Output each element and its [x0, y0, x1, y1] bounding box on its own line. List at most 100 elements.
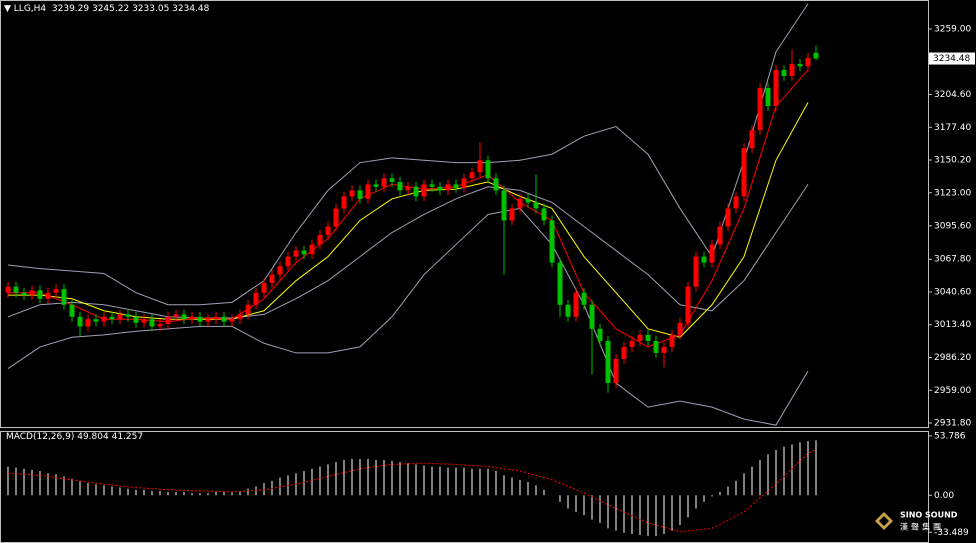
- candle-body: [237, 314, 243, 320]
- candle-body: [613, 358, 619, 384]
- candle-body: [293, 250, 299, 257]
- y-tick-label: 3013.40: [934, 320, 971, 330]
- macd-value: 49.804: [77, 432, 109, 442]
- header-open: 3239.29: [51, 4, 90, 14]
- signal-line: [7, 449, 817, 533]
- signal-value: 41.257: [111, 432, 144, 442]
- candle-body: [13, 286, 19, 293]
- candle-body: [29, 290, 35, 296]
- candle-body: [101, 316, 107, 322]
- y-tick-label: 3259.00: [934, 25, 971, 35]
- candle-body: [813, 52, 819, 59]
- candle-body: [85, 319, 91, 327]
- candle-body: [397, 181, 403, 191]
- candle-body: [61, 289, 67, 305]
- candle-body: [477, 160, 483, 173]
- candle-body: [501, 190, 507, 221]
- price-box: [929, 52, 975, 65]
- candle-body: [69, 304, 75, 317]
- candle-body: [349, 190, 355, 197]
- y-tick-label: 53.786: [934, 431, 966, 441]
- candle-body: [629, 340, 635, 347]
- header-high: 3245.22: [91, 4, 130, 14]
- candle-body: [173, 314, 179, 317]
- candle-body: [381, 178, 387, 187]
- candle-body: [261, 283, 267, 293]
- candle-body: [781, 69, 787, 76]
- candle-body: [229, 319, 235, 322]
- candle-body: [485, 160, 491, 179]
- macd-title: MACD(12,26,9): [6, 432, 75, 442]
- candle-body: [421, 184, 427, 197]
- candle-body: [445, 184, 451, 191]
- candle-body: [181, 314, 187, 320]
- logo-name: SINO SOUND: [900, 511, 958, 520]
- candle-body: [677, 322, 683, 335]
- header-low: 3233.05: [132, 4, 170, 14]
- candle-body: [45, 292, 51, 299]
- logo-subtitle: 漢聲集團: [900, 522, 944, 532]
- candle-body: [429, 184, 435, 187]
- candle-body: [125, 314, 131, 317]
- candle-body: [469, 172, 475, 179]
- candle-body: [669, 334, 675, 347]
- y-tick-label: 3204.60: [934, 90, 971, 100]
- candle-body: [589, 304, 595, 329]
- y-tick-label: 3123.00: [934, 188, 971, 198]
- candle-body: [733, 196, 739, 209]
- current-price: 3234.48: [933, 54, 970, 64]
- candle-body: [797, 63, 803, 67]
- candle-body: [557, 262, 563, 305]
- candle-body: [157, 324, 163, 327]
- candle-body: [573, 292, 579, 317]
- candle-body: [437, 186, 443, 191]
- candle-body: [509, 208, 515, 221]
- candle-body: [533, 202, 539, 209]
- candle-body: [197, 316, 203, 322]
- candle-body: [453, 184, 459, 188]
- candle-body: [525, 198, 531, 203]
- candle-body: [141, 319, 147, 323]
- candle-body: [405, 186, 411, 191]
- candle-body: [277, 266, 283, 275]
- logo-icon-inner: [879, 516, 889, 526]
- candle-body: [693, 256, 699, 287]
- candle-body: [221, 316, 227, 322]
- candle-body: [605, 340, 611, 384]
- candle-body: [685, 286, 691, 323]
- candle-body: [325, 226, 331, 235]
- candle-body: [149, 319, 155, 327]
- overlay-line: [7, 3, 809, 306]
- candle-body: [765, 88, 771, 107]
- candle-body: [189, 316, 195, 320]
- candle-body: [565, 304, 571, 317]
- overlay-line: [7, 207, 809, 426]
- y-tick-label: 2931.80: [934, 419, 971, 429]
- overlay-line: [7, 184, 809, 319]
- y-tick-label: 3040.60: [934, 287, 971, 297]
- logo: SINO SOUND 漢聲集團: [875, 511, 958, 532]
- y-tick-label: 3095.60: [934, 221, 971, 231]
- candle-body: [645, 334, 651, 341]
- y-tick-label: 0.00: [934, 491, 954, 501]
- candle-body: [77, 316, 83, 327]
- candle-body: [749, 130, 755, 149]
- candle-body: [493, 178, 499, 191]
- candle-body: [317, 234, 323, 245]
- candle-body: [517, 198, 523, 209]
- y-tick-label: -33.489: [934, 528, 969, 538]
- candle-body: [285, 256, 291, 267]
- y-tick-label: 2986.20: [934, 353, 971, 363]
- candle-body: [621, 346, 627, 359]
- candle-body: [653, 340, 659, 353]
- candle-body: [461, 178, 467, 188]
- candle-body: [637, 334, 643, 341]
- candle-body: [741, 148, 747, 197]
- candle-body: [117, 314, 123, 320]
- candle-body: [93, 319, 99, 322]
- candle-body: [757, 88, 763, 131]
- candle-body: [333, 208, 339, 227]
- candle-body: [725, 208, 731, 227]
- y-tick-label: 3150.20: [934, 156, 971, 166]
